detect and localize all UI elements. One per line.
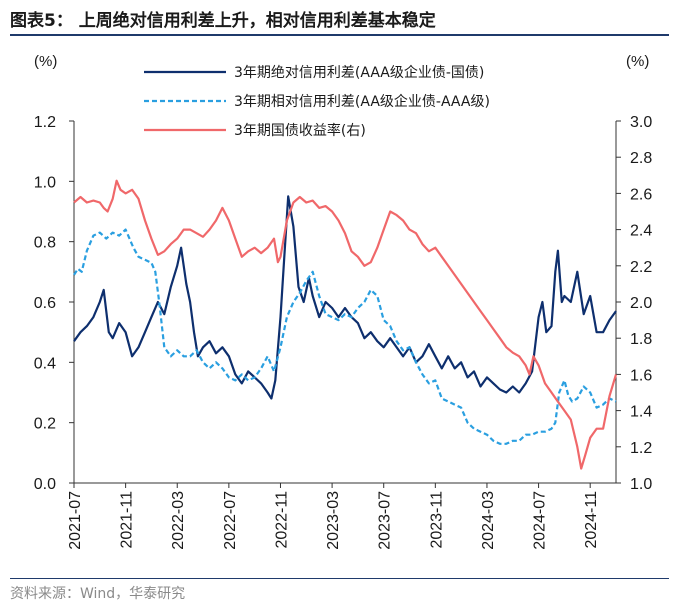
legend-label-1: 3年期绝对信用利差(AAA级企业债-国债) bbox=[234, 64, 484, 81]
x-tick-label: 2024-07 bbox=[532, 491, 549, 550]
x-tick-label: 2023-07 bbox=[377, 491, 394, 550]
x-tick-label: 2021-07 bbox=[67, 491, 84, 550]
right-tick-label: 2.0 bbox=[630, 295, 652, 312]
right-tick-label: 3.0 bbox=[630, 114, 652, 131]
left-tick-label: 0.8 bbox=[34, 235, 56, 252]
left-axis-unit: (%) bbox=[34, 53, 57, 70]
left-tick-label: 0.6 bbox=[34, 295, 56, 312]
left-tick-label: 0.0 bbox=[34, 476, 56, 493]
legend-label-2: 3年期相对信用利差(AA级企业债-AAA级) bbox=[234, 93, 490, 110]
chart-title: 图表5： 上周绝对信用利差上升，相对信用利差基本稳定 bbox=[10, 11, 436, 31]
series-line-1 bbox=[73, 195, 617, 400]
legend-label-3: 3年期国债收益率(右) bbox=[234, 122, 366, 139]
right-tick-label: 2.8 bbox=[630, 150, 652, 167]
axes bbox=[69, 120, 621, 488]
x-tick-label: 2024-03 bbox=[480, 491, 497, 550]
left-tick-label: 0.4 bbox=[34, 355, 56, 372]
left-tick-label: 1.0 bbox=[34, 174, 56, 191]
right-tick-label: 2.2 bbox=[630, 259, 652, 276]
x-tick-label: 2023-11 bbox=[428, 491, 445, 549]
x-tick-label: 2023-03 bbox=[325, 491, 342, 550]
left-tick-label: 1.2 bbox=[34, 114, 56, 131]
series-lines bbox=[73, 179, 618, 470]
x-tick-label: 2022-07 bbox=[222, 491, 239, 550]
x-tick-label: 2022-11 bbox=[273, 491, 290, 549]
legend: 3年期绝对信用利差(AAA级企业债-国债) 3年期相对信用利差(AA级企业债-AA… bbox=[144, 64, 490, 139]
right-tick-label: 2.6 bbox=[630, 186, 652, 203]
right-tick-label: 2.4 bbox=[630, 223, 652, 240]
x-tick-label: 2022-03 bbox=[170, 491, 187, 550]
series-line-2 bbox=[73, 228, 617, 445]
title-divider bbox=[10, 34, 669, 36]
x-tick-label: 2024-11 bbox=[583, 491, 600, 549]
right-tick-label: 1.2 bbox=[630, 440, 652, 457]
right-axis-unit: (%) bbox=[626, 53, 649, 70]
tick-labels: (%) (%) 0.0 0.2 0.4 0.6 0.8 1.0 1.2 1.0 1.2 1.4 1.6 1… bbox=[34, 53, 653, 550]
right-tick-label: 1.6 bbox=[630, 367, 652, 384]
source-note: 资料来源：Wind，华泰研究 bbox=[10, 586, 186, 602]
series-line-3 bbox=[73, 179, 618, 470]
footer-divider bbox=[10, 578, 669, 579]
left-tick-label: 0.2 bbox=[34, 416, 56, 433]
right-tick-label: 1.8 bbox=[630, 331, 652, 348]
right-tick-label: 1.0 bbox=[630, 476, 652, 493]
x-tick-label: 2021-11 bbox=[119, 491, 136, 549]
right-tick-label: 1.4 bbox=[630, 404, 652, 421]
